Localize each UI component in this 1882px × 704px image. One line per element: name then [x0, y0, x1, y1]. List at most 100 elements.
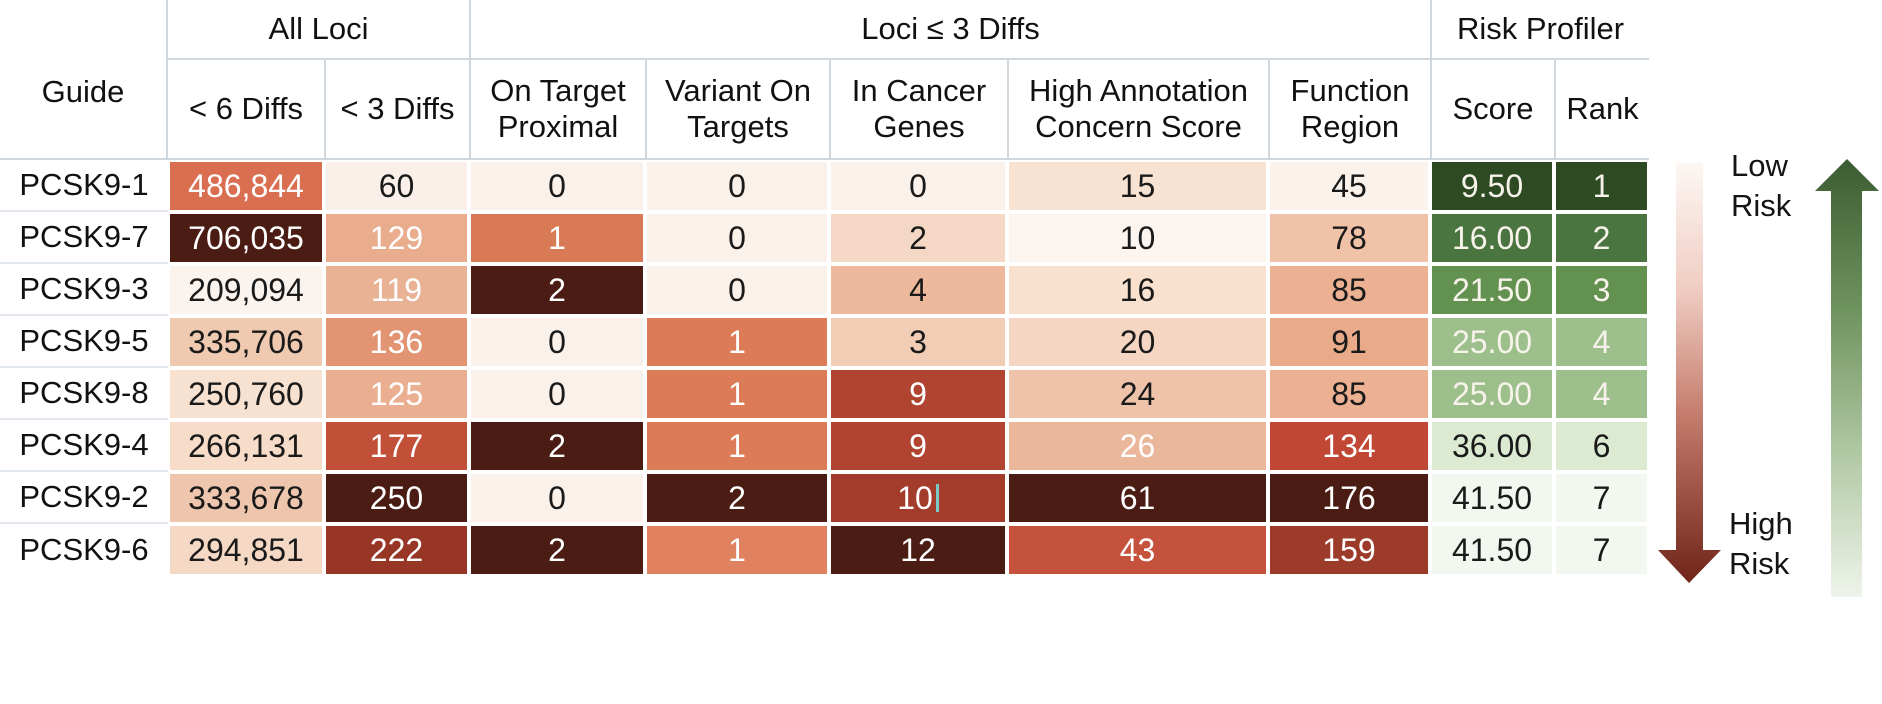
heatmap-cell[interactable]: 250,760	[168, 368, 324, 420]
heatmap-cell[interactable]: 2	[829, 212, 1007, 264]
cell-value: 61	[1009, 474, 1266, 522]
heatmap-cell[interactable]: 41.50	[1430, 524, 1554, 576]
heatmap-cell[interactable]: 706,035	[168, 212, 324, 264]
column-header-function-region[interactable]: Function Region	[1268, 60, 1430, 158]
heatmap-cell[interactable]: 3	[829, 316, 1007, 368]
heatmap-cell[interactable]: 0	[645, 264, 829, 316]
heatmap-cell[interactable]: 333,678	[168, 472, 324, 524]
column-header-variant-on-targets[interactable]: Variant On Targets	[645, 60, 829, 158]
heatmap-cell[interactable]: 0	[645, 212, 829, 264]
heatmap-cell[interactable]: 16	[1007, 264, 1268, 316]
heatmap-cell[interactable]: 45	[1268, 160, 1430, 212]
column-header-score[interactable]: Score	[1430, 60, 1554, 158]
heatmap-cell[interactable]: 41.50	[1430, 472, 1554, 524]
cell-value: 0	[831, 162, 1005, 210]
heatmap-cell[interactable]: 4	[1554, 368, 1649, 420]
column-header-rank[interactable]: Rank	[1554, 60, 1649, 158]
cell-value: 16	[1009, 266, 1266, 314]
heatmap-cell[interactable]: 78	[1268, 212, 1430, 264]
heatmap-cell[interactable]: 1	[645, 368, 829, 420]
heatmap-cell[interactable]: 2	[469, 420, 645, 472]
heatmap-cell[interactable]: 1	[645, 420, 829, 472]
guide-label: PCSK9-5	[0, 316, 168, 368]
heatmap-cell[interactable]: 486,844	[168, 160, 324, 212]
column-header-6-diffs[interactable]: < 6 Diffs	[188, 91, 303, 126]
heatmap-cell[interactable]: 159	[1268, 524, 1430, 576]
cell-value: 209,094	[170, 266, 322, 314]
heatmap-cell[interactable]: 136	[324, 316, 469, 368]
heatmap-cell[interactable]: 335,706	[168, 316, 324, 368]
cell-value: 2	[831, 214, 1005, 262]
heatmap-cell[interactable]: 9	[829, 420, 1007, 472]
heatmap-cell[interactable]: 1	[1554, 160, 1649, 212]
heatmap-cell[interactable]: 26	[1007, 420, 1268, 472]
cell-value: 1	[647, 370, 827, 418]
heatmap-cell[interactable]: 294,851	[168, 524, 324, 576]
heatmap-cell[interactable]: 119	[324, 264, 469, 316]
heatmap-cell[interactable]: 36.00	[1430, 420, 1554, 472]
heatmap-cell[interactable]: 9	[829, 368, 1007, 420]
heatmap-cell[interactable]: 15	[1007, 160, 1268, 212]
heatmap-cell[interactable]: 10	[1007, 212, 1268, 264]
heatmap-cell[interactable]: 266,131	[168, 420, 324, 472]
heatmap-cell[interactable]: 9.50	[1430, 160, 1554, 212]
cell-value: 2	[471, 526, 643, 574]
cell-value: 2	[471, 422, 643, 470]
cell-value: 25.00	[1432, 370, 1552, 418]
cell-value: 9.50	[1432, 162, 1552, 210]
column-header-3-diffs[interactable]: < 3 Diffs	[324, 60, 469, 158]
heatmap-cell[interactable]: 6	[1554, 420, 1649, 472]
column-header-on-target-proximal[interactable]: On Target Proximal	[469, 60, 645, 158]
heatmap-cell[interactable]: 0	[829, 160, 1007, 212]
heatmap-cell[interactable]: 0	[469, 316, 645, 368]
heatmap-cell[interactable]: 0	[469, 472, 645, 524]
heatmap-cell[interactable]: 1	[645, 524, 829, 576]
heatmap-cell[interactable]: 2	[469, 264, 645, 316]
heatmap-cell[interactable]: 125	[324, 368, 469, 420]
heatmap-cell[interactable]: 25.00	[1430, 368, 1554, 420]
heatmap-cell[interactable]: 85	[1268, 368, 1430, 420]
column-header-guide[interactable]: Guide	[0, 0, 168, 158]
heatmap-cell[interactable]: 21.50	[1430, 264, 1554, 316]
heatmap-cell[interactable]: 129	[324, 212, 469, 264]
heatmap-cell[interactable]: 209,094	[168, 264, 324, 316]
heatmap-cell[interactable]: 176	[1268, 472, 1430, 524]
heatmap-cell[interactable]: 12	[829, 524, 1007, 576]
heatmap-cell[interactable]: 85	[1268, 264, 1430, 316]
heatmap-cell[interactable]: 1	[469, 212, 645, 264]
heatmap-cell[interactable]: 0	[469, 368, 645, 420]
heatmap-cell[interactable]: 3	[1554, 264, 1649, 316]
cell-value: 4	[1556, 370, 1647, 418]
heatmap-cell[interactable]: 24	[1007, 368, 1268, 420]
heatmap-cell[interactable]: 7	[1554, 524, 1649, 576]
cell-value: 21.50	[1432, 266, 1552, 314]
column-header-high-annotation-concern-score[interactable]: High Annotation Concern Score	[1007, 60, 1268, 158]
heatmap-cell[interactable]: 7	[1554, 472, 1649, 524]
heatmap-cell[interactable]: 61	[1007, 472, 1268, 524]
heatmap-cell[interactable]: 20	[1007, 316, 1268, 368]
heatmap-cell[interactable]: 4	[1554, 316, 1649, 368]
heatmap-cell[interactable]: 2	[645, 472, 829, 524]
heatmap-cell[interactable]: 2	[1554, 212, 1649, 264]
heatmap-cell[interactable]: 0	[469, 160, 645, 212]
guide-label: PCSK9-2	[0, 472, 168, 524]
heatmap-cell[interactable]: 222	[324, 524, 469, 576]
heatmap-cell[interactable]: 1	[645, 316, 829, 368]
heatmap-cell[interactable]: 250	[324, 472, 469, 524]
cell-value: 266,131	[170, 422, 322, 470]
heatmap-cell[interactable]: 0	[645, 160, 829, 212]
column-header-in-cancer-genes[interactable]: In Cancer Genes	[829, 60, 1007, 158]
heatmap-cell[interactable]: 10	[829, 472, 1007, 524]
cell-value: 1	[471, 214, 643, 262]
cell-value: 9	[831, 422, 1005, 470]
group-header-risk-profiler: Risk Profiler	[1430, 0, 1649, 60]
heatmap-cell[interactable]: 134	[1268, 420, 1430, 472]
heatmap-cell[interactable]: 43	[1007, 524, 1268, 576]
heatmap-cell[interactable]: 91	[1268, 316, 1430, 368]
heatmap-cell[interactable]: 60	[324, 160, 469, 212]
heatmap-cell[interactable]: 177	[324, 420, 469, 472]
heatmap-cell[interactable]: 25.00	[1430, 316, 1554, 368]
heatmap-cell[interactable]: 2	[469, 524, 645, 576]
heatmap-cell[interactable]: 4	[829, 264, 1007, 316]
heatmap-cell[interactable]: 16.00	[1430, 212, 1554, 264]
